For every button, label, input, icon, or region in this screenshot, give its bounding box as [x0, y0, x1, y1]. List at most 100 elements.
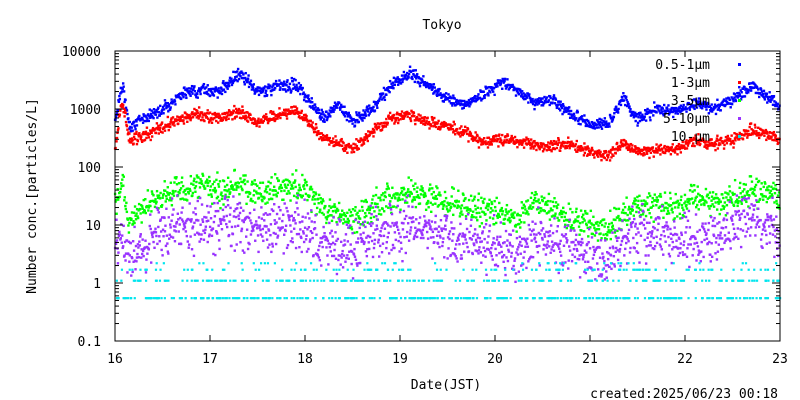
data-point	[504, 87, 508, 90]
data-point	[327, 263, 330, 266]
data-point	[316, 111, 319, 114]
data-point	[591, 148, 594, 152]
data-point	[658, 149, 662, 152]
data-point	[394, 197, 397, 200]
data-point	[272, 231, 275, 235]
data-point	[360, 113, 364, 116]
data-point	[402, 209, 406, 213]
data-point	[699, 199, 703, 202]
data-point	[220, 191, 223, 194]
data-point	[253, 118, 256, 121]
data-point	[412, 184, 415, 188]
data-point	[298, 186, 301, 189]
data-point	[523, 238, 527, 241]
data-point	[424, 84, 427, 87]
data-point	[608, 159, 612, 162]
data-point	[133, 205, 137, 208]
data-point	[467, 98, 471, 102]
data-point	[441, 244, 444, 248]
data-point	[317, 108, 321, 112]
data-point	[315, 126, 318, 129]
data-point	[477, 249, 481, 252]
data-point	[600, 155, 604, 158]
data-point	[346, 254, 349, 257]
data-point	[724, 103, 727, 107]
data-point	[328, 143, 331, 146]
data-point	[412, 69, 416, 72]
data-point	[577, 122, 580, 125]
data-point	[443, 256, 446, 259]
data-point	[147, 113, 150, 116]
data-point	[317, 248, 320, 252]
data-point	[478, 211, 481, 215]
data-point	[243, 116, 246, 119]
data-point	[286, 178, 289, 182]
data-point	[764, 182, 767, 185]
data-point	[754, 132, 758, 136]
data-point	[336, 237, 340, 241]
data-point	[403, 194, 406, 197]
data-point	[497, 145, 500, 148]
data-point	[263, 94, 266, 98]
data-point	[750, 180, 754, 183]
data-point	[465, 132, 469, 136]
data-point	[285, 114, 288, 117]
data-point	[206, 84, 209, 87]
data-point	[238, 193, 241, 196]
data-point	[282, 111, 285, 115]
data-point	[169, 120, 172, 124]
data-point	[555, 205, 558, 208]
data-point	[135, 260, 138, 263]
data-point	[266, 185, 270, 188]
data-point	[262, 119, 265, 123]
data-point	[533, 103, 537, 107]
data-point	[375, 224, 379, 227]
data-point	[196, 111, 199, 115]
data-point	[596, 149, 599, 153]
data-point	[252, 182, 255, 185]
data-point	[536, 200, 539, 203]
data-point	[363, 111, 367, 114]
data-point	[162, 235, 165, 238]
data-point	[157, 124, 160, 128]
data-point	[466, 128, 470, 131]
data-point	[395, 112, 398, 116]
data-point	[466, 245, 469, 249]
data-point	[163, 126, 166, 129]
data-point	[677, 206, 680, 209]
data-point	[568, 109, 571, 113]
data-point	[530, 191, 534, 195]
data-point	[295, 232, 299, 236]
data-point	[776, 102, 779, 106]
data-point	[216, 201, 219, 205]
data-point	[205, 86, 208, 89]
data-point	[373, 210, 376, 213]
data-point	[285, 84, 288, 87]
data-point	[718, 198, 721, 201]
data-point	[610, 221, 614, 225]
data-point	[430, 124, 433, 128]
data-point	[367, 234, 370, 238]
data-point	[442, 203, 446, 207]
data-point	[580, 115, 584, 118]
data-point	[171, 116, 175, 119]
data-point	[214, 253, 217, 257]
data-point	[367, 107, 370, 111]
data-point	[574, 148, 577, 151]
data-point	[252, 83, 255, 86]
data-point	[349, 210, 353, 214]
data-point	[248, 81, 251, 84]
data-point	[748, 132, 751, 136]
data-point	[660, 209, 663, 213]
data-point	[765, 93, 768, 97]
data-point	[361, 223, 364, 226]
data-point	[436, 242, 440, 245]
data-point	[345, 223, 349, 226]
data-point	[479, 215, 482, 218]
data-point	[495, 82, 499, 85]
data-point	[287, 108, 290, 111]
data-point	[150, 112, 153, 116]
data-point	[422, 120, 426, 123]
data-point	[313, 127, 317, 131]
data-point	[734, 139, 737, 142]
